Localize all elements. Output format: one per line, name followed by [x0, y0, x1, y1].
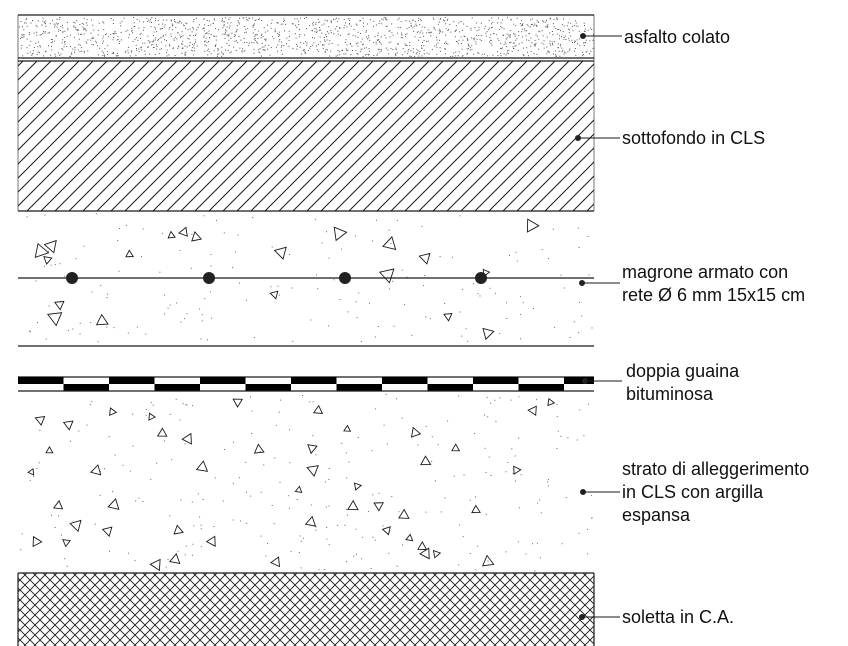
guaina-block-pattern: [18, 377, 594, 391]
label-soletta: soletta in C.A.: [622, 606, 734, 629]
layer-soletta: [18, 572, 594, 646]
label-asfalto: asfalto colato: [624, 26, 730, 49]
label-line: strato di alleggerimento: [622, 459, 810, 479]
leader-guaina: [582, 378, 622, 384]
asfalto-dot-texture: [19, 17, 594, 57]
label-magrone: magrone armato con rete Ø 6 mm 15x15 cm: [622, 261, 805, 307]
rebar-bar: [475, 272, 487, 284]
leader-alleggerimento: [580, 489, 620, 495]
label-line: magrone armato con: [622, 262, 789, 282]
leader-soletta: [579, 614, 620, 620]
label-line: asfalto colato: [624, 27, 731, 47]
rebar-bar: [66, 272, 78, 284]
layer-alleggerimento: [20, 394, 593, 572]
label-line: soletta in C.A.: [622, 607, 735, 627]
label-line: rete Ø 6 mm 15x15 cm: [622, 285, 806, 305]
layer-guaina: [18, 376, 594, 392]
leader-asfalto: [580, 33, 622, 39]
label-sottofondo: sottofondo in CLS: [622, 127, 765, 150]
leader-sottofondo: [575, 135, 620, 141]
label-line: bituminosa: [626, 384, 714, 404]
layer-magrone: [18, 213, 594, 347]
rebar-bar: [339, 272, 351, 284]
label-line: espansa: [622, 505, 691, 525]
label-alleggerimento: strato di alleggerimento in CLS con argi…: [622, 458, 809, 527]
rebar-bar: [203, 272, 215, 284]
leader-magrone: [579, 280, 620, 286]
magrone-aggregate-texture: [26, 213, 593, 343]
label-guaina: doppia guaina bituminosa: [626, 360, 739, 406]
alleggerimento-aggregate-texture: [20, 394, 593, 572]
label-line: doppia guaina: [626, 361, 740, 381]
label-line: in CLS con argilla: [622, 482, 764, 502]
layer-sottofondo: [18, 60, 594, 212]
layer-asfalto: [18, 14, 594, 59]
label-line: sottofondo in CLS: [622, 128, 766, 148]
